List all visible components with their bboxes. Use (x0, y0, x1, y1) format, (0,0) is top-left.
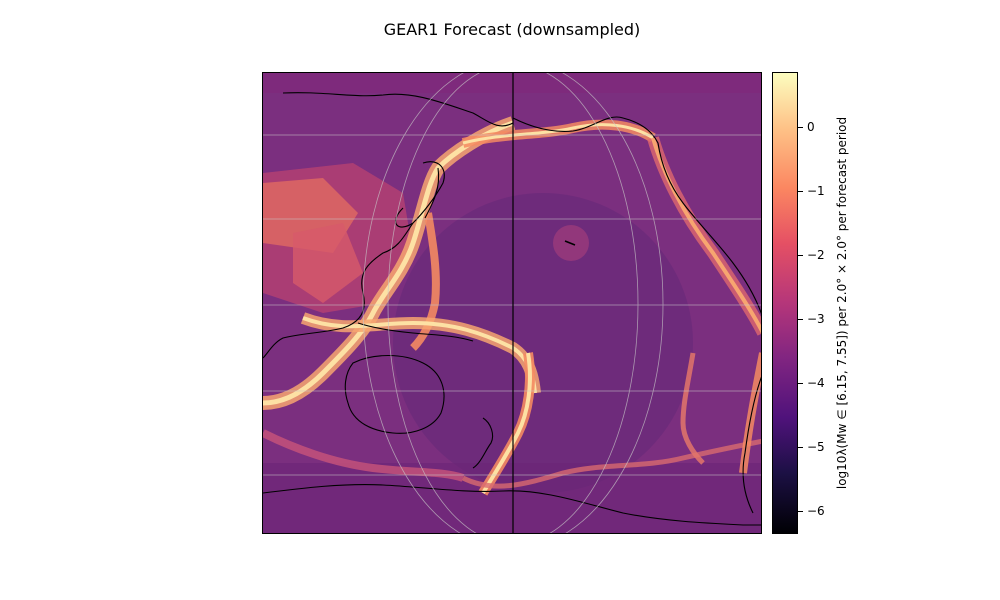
australia-coast (344, 355, 445, 434)
graticule-meridian-inner (387, 73, 639, 533)
forecast-map (262, 72, 762, 534)
southern-ridge-west (263, 429, 465, 482)
colorbar-tick-6: −6 (798, 505, 825, 517)
graticule-meridian-outer (362, 73, 664, 533)
forecast-map-svg (263, 73, 761, 533)
marianas-arc (410, 212, 440, 351)
colorbar-tick-2: −2 (798, 249, 825, 261)
north-america-coast (512, 116, 761, 315)
colorbar (772, 72, 798, 534)
colorbar-tick-5: −5 (798, 441, 825, 453)
kamchatka-sakhalin-coast (395, 161, 445, 228)
tonga-kermadec-arc (481, 352, 532, 495)
hawaii-islands (564, 240, 576, 246)
colorbar-tick-4: −4 (798, 377, 825, 389)
colorbar-tick-3: −3 (798, 313, 825, 325)
colorbar-gradient (773, 73, 797, 533)
aleutian-arc (462, 123, 654, 145)
indonesia-islands (357, 322, 474, 342)
siberia-coast (282, 92, 514, 127)
east-pacific-rise (680, 352, 705, 465)
himalaya-activity (293, 223, 363, 303)
western-pacific-arc (263, 120, 514, 406)
pacific-antarctic-ridge (461, 438, 761, 489)
colorbar-tick-0: 0 (798, 121, 815, 133)
colorbar-label: log10λ(Mw ∈ [6.15, 7.55]) per 2.0° × 2.0… (835, 116, 849, 490)
coastlines (263, 92, 761, 526)
arctic-band (263, 73, 761, 93)
east-asia-coast (263, 222, 414, 359)
japan-coast (424, 167, 440, 219)
figure-title: GEAR1 Forecast (downsampled) (383, 20, 641, 39)
new-zealand-coast (472, 417, 494, 469)
antarctica-coast (263, 484, 761, 526)
colorbar-tick-1: −1 (798, 185, 825, 197)
pacific-low-rate-region (393, 193, 693, 493)
